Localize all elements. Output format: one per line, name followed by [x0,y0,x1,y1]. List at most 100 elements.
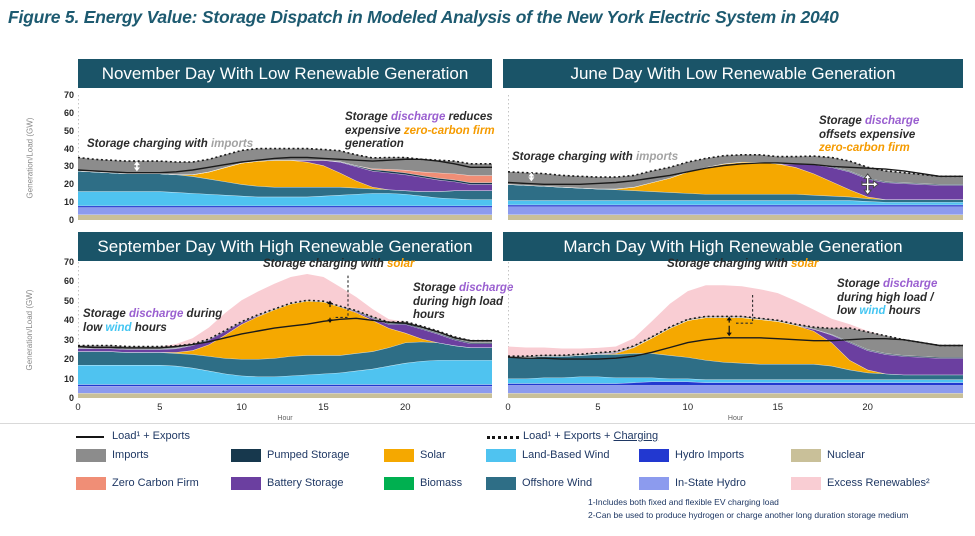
annotation-text: hours [885,305,921,317]
legend-swatch [384,477,414,490]
nuclear-area [78,393,492,398]
y-tick: 40 [63,143,74,154]
chart-annotation: Storage charging with imports [512,151,678,165]
annotation-text: Storage charging with [87,138,211,150]
chart-annotation: Storage discharge during high load hours [413,282,513,323]
annotation-text: during [183,308,223,320]
load-exports-charging-line [78,299,492,348]
y-tick: 30 [63,334,74,345]
annotation-text: discharge [391,111,446,123]
chart-annotation: Storage discharge offsets expensive zero-c… [819,115,919,156]
legend-item-in_state_hydro: In-State Hydro [639,477,789,490]
battery_storage-area [508,162,963,200]
footnote-1: 1-Includes both fixed and flexible EV ch… [588,497,779,507]
y-tick: 60 [63,276,74,287]
battery_storage-area [508,317,963,375]
legend-swatch [486,449,516,462]
legend-swatch [76,477,106,490]
arrow-head-icon [327,300,333,305]
annotation-text: wind [859,305,886,317]
x-tick: 5 [157,402,163,413]
june-plot [507,95,963,220]
chart-annotation: Storage discharge reduces expensive zero-… [345,111,495,152]
land_based_wind-area [78,191,492,206]
battery_storage-area [78,300,492,353]
y-tick: 40 [63,315,74,326]
offshore_wind-area [508,353,963,380]
y-tick: 50 [63,295,74,306]
annotation-text: wind [105,321,132,334]
load-exports-charging-line [508,315,963,357]
y-tick: 0 [68,215,74,225]
annotation-text: generation [345,138,404,150]
dotted-line-sample [487,436,519,439]
y-tick: 10 [63,373,74,384]
solid-line-sample [76,436,104,438]
legend-item-offshore_wind: Offshore Wind [486,477,636,490]
legend-item-pumped_storage: Pumped Storage [231,449,381,462]
chart-title-september: September Day With High Renewable Genera… [78,232,492,261]
annotation-text: imports [635,151,679,163]
arrow-head-icon [133,161,140,166]
legend-item-biomass: Biomass [384,477,534,490]
annotation-text: hours [131,321,167,334]
legend-line-load-exports: Load¹ + Exports [76,430,276,444]
chart-annotation: Storage discharge during low wind hours [83,308,222,335]
legend-swatch [384,449,414,462]
mouse-cursor-icon [861,173,879,196]
legend-label: In-State Hydro [675,477,746,489]
zero_carbon_firm-area [78,160,492,183]
legend-item-zero_carbon_firm: Zero Carbon Firm [76,477,226,490]
imports-area [78,148,492,176]
chart-annotation: Storage charging with solar [667,258,818,272]
legend-label: Battery Storage [267,477,344,489]
annotation-text: Storage [413,282,460,294]
land_based_wind-area [508,200,963,205]
legend-swatch [791,477,821,490]
annotation-text: reduces [445,111,493,123]
chart-annotation: Storage charging with imports [87,138,253,152]
hydro_imports-area [78,384,492,387]
excess_renewables-area [78,274,492,347]
solar-area [78,160,492,192]
y-tick: 30 [63,161,74,172]
imports-area [508,316,963,358]
chart-title-november: November Day With Low Renewable Generati… [78,59,492,88]
solar-area [508,317,963,375]
x-tick: 15 [772,402,784,413]
nuclear-area [78,214,492,220]
offshore_wind-area [78,170,492,200]
load-exports-line [77,317,492,349]
november-plot [77,95,492,220]
y-tick: 70 [63,90,74,100]
load-exports-line [507,162,963,185]
annotation-text: Storage charging with [263,258,387,270]
chart-june: June Day With Low Renewable Generation S… [503,59,963,220]
y-tick: 70 [63,257,74,267]
annotation-text: during high load / [837,291,934,304]
legend-label: Excess Renewables² [827,477,930,489]
legend-swatch [639,449,669,462]
legend-swatch [791,449,821,462]
annotation-text: Storage [345,111,392,123]
legend-swatch [639,477,669,490]
chart-annotation: Storage discharge during high load / low w… [837,278,937,319]
annotation-text: hours [413,309,445,321]
annotation-text: low [837,305,860,317]
legend-label: Land-Based Wind [522,449,610,461]
legend-swatch [76,449,106,462]
legend-label: Offshore Wind [522,477,593,489]
arrow-head-icon [726,316,732,321]
legend-item-land_based_wind: Land-Based Wind [486,449,636,462]
legend-item-battery_storage: Battery Storage [231,477,381,490]
annotation-text: Storage charging with [512,151,636,163]
nuclear-area [508,214,963,220]
annotation-text: discharge [883,278,938,290]
x-tick: 0 [505,402,511,413]
load-exports-line [507,337,963,360]
legend-label: Solar [420,449,446,461]
chart-september: September Day With High Renewable Genera… [25,232,513,422]
in_state_hydro-area [508,206,963,215]
annotation-text: Storage [837,278,884,290]
battery_storage-area [78,160,492,192]
